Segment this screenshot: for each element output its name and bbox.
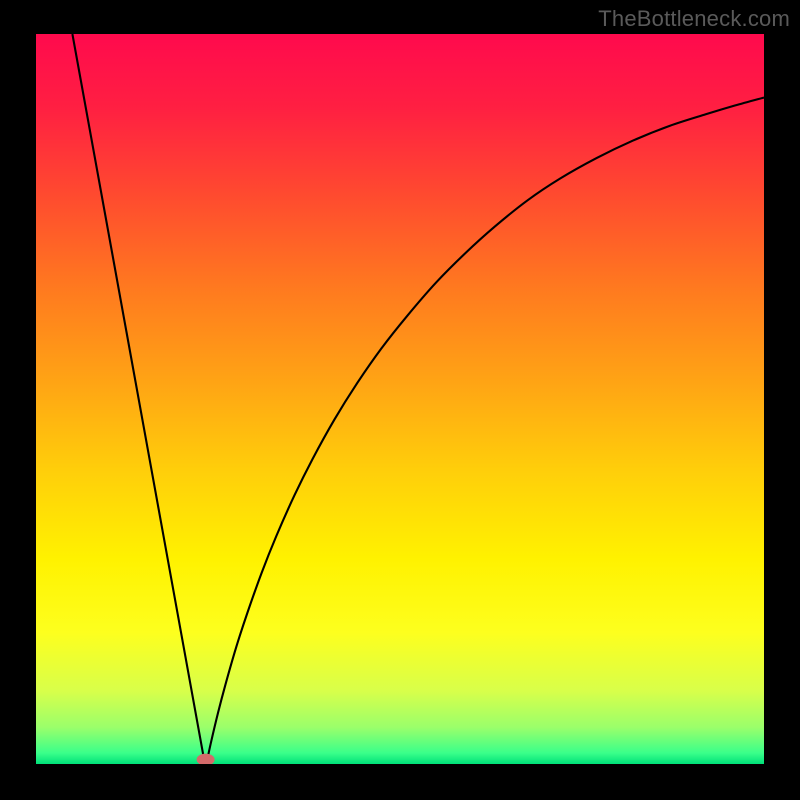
chart-stage: TheBottleneck.com [0, 0, 800, 800]
plot-background [36, 34, 764, 764]
bottleneck-chart [36, 34, 764, 764]
watermark-label: TheBottleneck.com [598, 6, 790, 32]
